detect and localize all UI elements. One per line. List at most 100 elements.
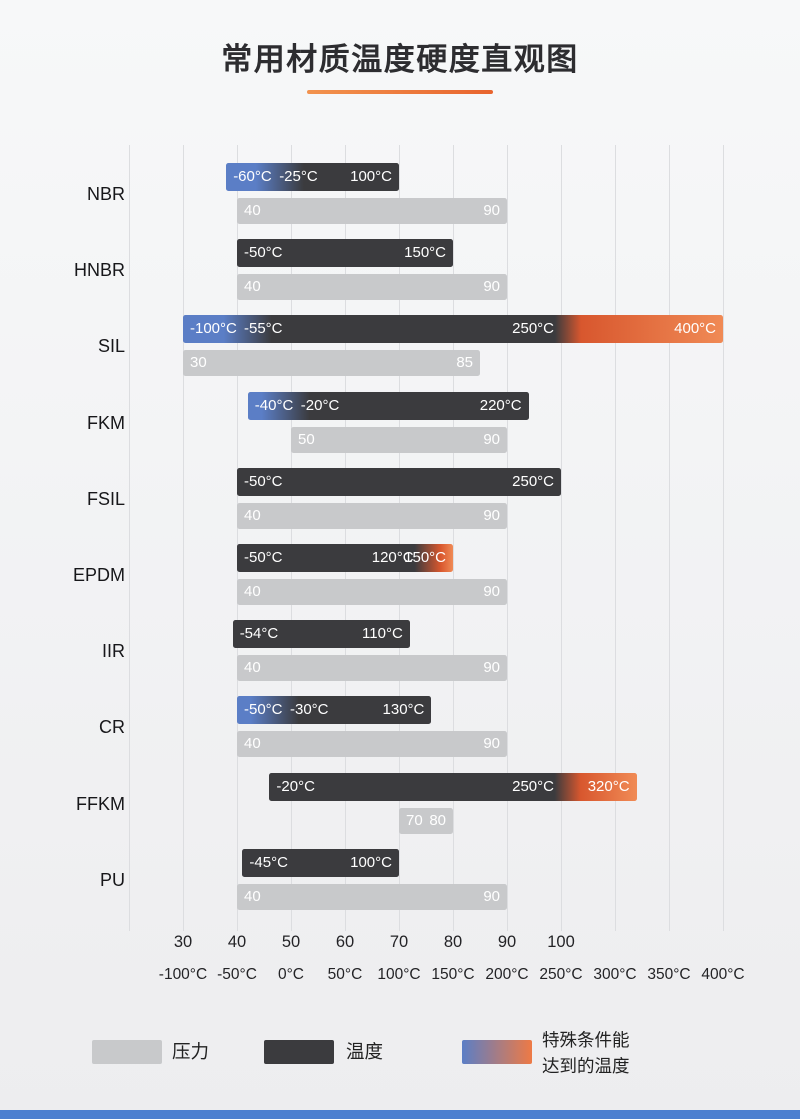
hardness-bar: 40 90: [237, 731, 507, 758]
bar-label: -45°C: [249, 853, 288, 871]
temperature-tick-label: 300°C: [593, 966, 637, 983]
temperature-bar: -54°C 110°C: [232, 620, 410, 649]
bar-label: 40: [244, 278, 261, 296]
temperature-bar: -60°C -25°C 100°C: [226, 163, 399, 191]
temperature-tick-label: 250°C: [539, 966, 583, 983]
bar-label: 100°C: [350, 853, 392, 871]
bar-label: 110°C: [362, 625, 403, 643]
bar-label: 90: [483, 583, 500, 600]
temperature-bar: -40°C -20°C 220°C: [247, 391, 529, 420]
material-label: NBR: [86, 184, 125, 204]
temperature-bar: -50°C 250°C: [237, 467, 561, 496]
bar-label: -100°C: [190, 320, 237, 338]
bar-label: 85: [456, 354, 473, 372]
gridline: [291, 145, 292, 931]
hardness-bar: 70 80: [399, 807, 453, 834]
bar-label: 90: [483, 659, 500, 677]
material-label: FSIL: [86, 488, 125, 509]
temperature-tick-label: 400°C: [701, 966, 745, 983]
gridline: [507, 145, 508, 931]
legend-label-temperature: 温度: [346, 1041, 384, 1062]
hardness-bar: 40 90: [237, 502, 507, 529]
bar-label: 40: [244, 202, 261, 219]
gridline: [345, 145, 346, 931]
temperature-tick-label: 350°C: [647, 966, 691, 983]
hardness-bar: 40 90: [237, 198, 507, 224]
bar-label: 40: [244, 887, 261, 905]
bar-label: -60°C: [233, 168, 272, 185]
legend: 压力 温度 特殊条件能 达到的温度: [0, 1022, 800, 1094]
bar-label: 90: [483, 278, 500, 296]
hardness-bar: 30 85: [183, 350, 480, 377]
gridline: [129, 145, 130, 931]
legend-swatch-special: [462, 1040, 532, 1064]
hardness-tick-label: 60: [335, 933, 355, 951]
bar-label: -25°C: [279, 168, 318, 185]
bar-label: 250°C: [512, 320, 554, 338]
gridline: [669, 145, 670, 931]
bar-label: 30: [190, 354, 207, 372]
bar-label: -30°C: [290, 701, 329, 719]
bar-label: -40°C: [254, 396, 294, 414]
hardness-bar: 50 90: [291, 426, 507, 453]
legend-label-special-line2: 达到的温度: [542, 1056, 630, 1076]
bar-label: 40: [244, 659, 261, 677]
bar-label: -50°C: [244, 549, 283, 566]
bar-label: 400°C: [674, 320, 716, 338]
gridline: [183, 145, 184, 931]
temperature-tick-label: -100°C: [158, 966, 208, 983]
bar-label: -20°C: [300, 396, 340, 414]
material-label: IIR: [101, 641, 125, 662]
bar-label: 150°C: [404, 244, 446, 262]
hardness-tick-label: 70: [389, 933, 409, 951]
bar-label: 150°C: [404, 549, 446, 566]
bar-label: -55°C: [244, 320, 283, 338]
bar-label: 250°C: [512, 472, 554, 490]
material-label: FKM: [87, 412, 125, 433]
temperature-bar: -20°C 250°C 320°C: [269, 772, 637, 801]
hardness-tick-label: 80: [443, 933, 463, 951]
hardness-tick-label: 40: [227, 933, 247, 951]
bar-label: 80: [429, 811, 446, 829]
hardness-bar: 40 90: [237, 883, 507, 910]
material-label: FFKM: [76, 793, 125, 814]
bar-label: 40: [244, 583, 261, 600]
material-label: SIL: [97, 336, 125, 357]
bar-label: 90: [483, 735, 500, 753]
bar-label: 70: [406, 811, 423, 829]
bar-label: -20°C: [276, 777, 315, 795]
hardness-tick-label: 30: [173, 933, 193, 951]
hardness-tick-label: 90: [497, 933, 517, 951]
temperature-tick-label: 0°C: [277, 966, 304, 983]
bar-label: 320°C: [587, 777, 630, 795]
bar-label: 90: [483, 430, 500, 448]
temperature-bar: -100°C -55°C 250°C 400°C: [183, 315, 723, 344]
legend-swatch-pressure: [92, 1040, 162, 1064]
bar-label: 40: [244, 506, 261, 524]
bar-label: 120°C: [371, 549, 414, 566]
bar-label: -50°C: [244, 701, 283, 719]
gridline: [561, 145, 562, 931]
bar-label: 90: [483, 887, 500, 905]
hardness-bar: 40 90: [237, 579, 507, 605]
legend-label-special-line1: 特殊条件能: [542, 1030, 630, 1050]
temperature-tick-label: -50°C: [217, 966, 257, 983]
temperature-tick-label: 150°C: [431, 966, 475, 983]
temperature-bar: -45°C 100°C: [242, 848, 399, 877]
hardness-tick-label: 50: [281, 933, 301, 951]
bar-label: 90: [483, 202, 500, 219]
bar-label: 90: [483, 506, 500, 524]
temperature-bar: -50°C -30°C 130°C: [237, 696, 432, 725]
hardness-bar: 40 90: [237, 655, 507, 682]
material-label: PU: [99, 869, 125, 890]
temperature-tick-label: 50°C: [327, 966, 363, 983]
bar-label: 50: [298, 430, 315, 448]
bar-label: -50°C: [244, 244, 283, 262]
hardness-tick-label: 100: [547, 933, 575, 951]
temperature-bar: -50°C 120°C 150°C: [237, 544, 453, 572]
legend-label-special: 特殊条件能 达到的温度: [542, 1027, 630, 1079]
gridline: [615, 145, 616, 931]
bar-label: 40: [244, 735, 261, 753]
bar-label: 220°C: [479, 396, 522, 414]
